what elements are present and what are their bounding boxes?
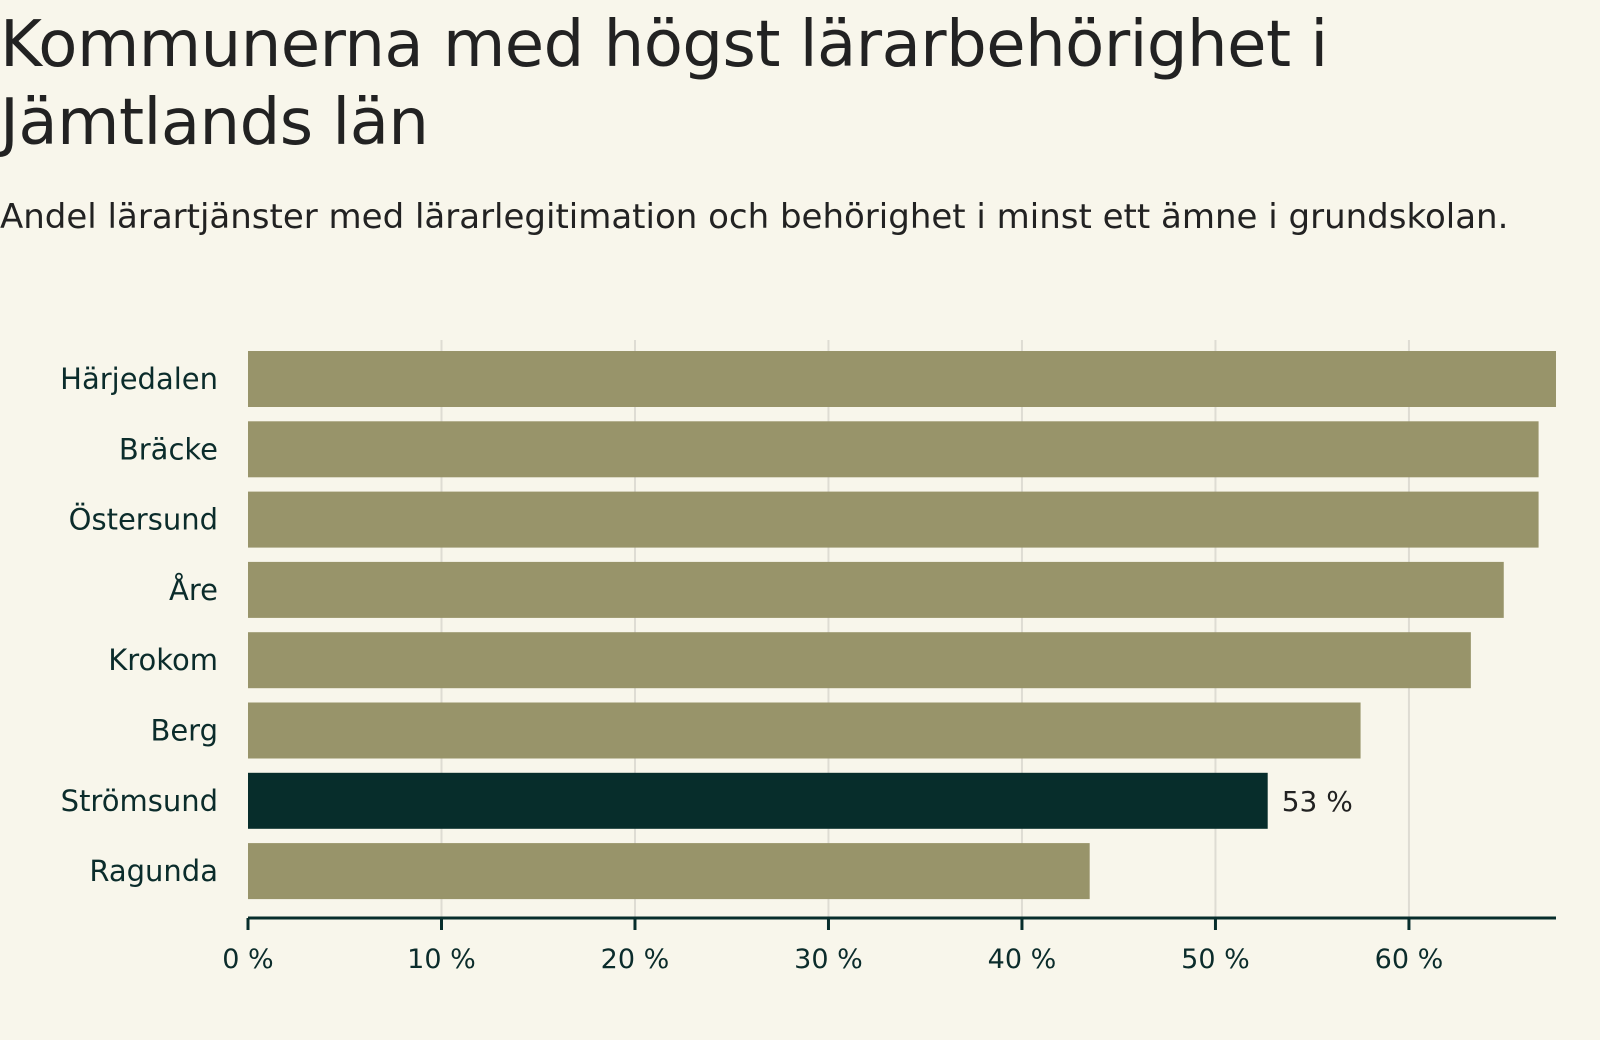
bar-östersund [248, 491, 1539, 548]
bar-berg [248, 702, 1361, 759]
bar-bräcke [248, 421, 1539, 478]
bar-krokom [248, 632, 1471, 689]
bar-härjedalen [248, 351, 1556, 407]
bar-chart: Härjedalen Bräcke Östersund Åre Krokom Berg St… [60, 340, 1556, 975]
x-axis: 0 % 10 % 20 % 30 % 40 % 50 % 60 % [222, 916, 1556, 975]
chart-subtitle: Andel lärartjänster med lärarlegitimatio… [0, 197, 1509, 237]
category-label: Härjedalen [60, 362, 218, 396]
x-tick-label: 60 % [1375, 944, 1444, 975]
bar-ragunda [248, 843, 1090, 900]
data-label-strömsund: 53 % [1282, 785, 1353, 818]
x-tick-label: 50 % [1181, 944, 1250, 975]
category-labels: Härjedalen Bräcke Östersund Åre Krokom Berg St… [60, 362, 1353, 888]
category-label: Åre [169, 573, 218, 607]
x-tick-label: 40 % [988, 944, 1057, 975]
bars [248, 351, 1556, 900]
x-tick-label: 0 % [222, 944, 273, 975]
category-label: Berg [150, 714, 218, 748]
bar-åre [248, 561, 1504, 618]
chart-title: Kommunerna med högst lärarbehörighet i J… [0, 8, 1328, 160]
x-tick-label: 20 % [601, 944, 670, 975]
x-tick-label: 30 % [794, 944, 863, 975]
bar-strömsund [248, 772, 1268, 829]
x-tick-label: 10 % [407, 944, 476, 975]
category-label: Ragunda [89, 854, 218, 888]
category-label: Strömsund [61, 784, 218, 818]
category-label: Krokom [108, 643, 218, 677]
category-label: Östersund [69, 503, 218, 537]
category-label: Bräcke [119, 432, 218, 466]
